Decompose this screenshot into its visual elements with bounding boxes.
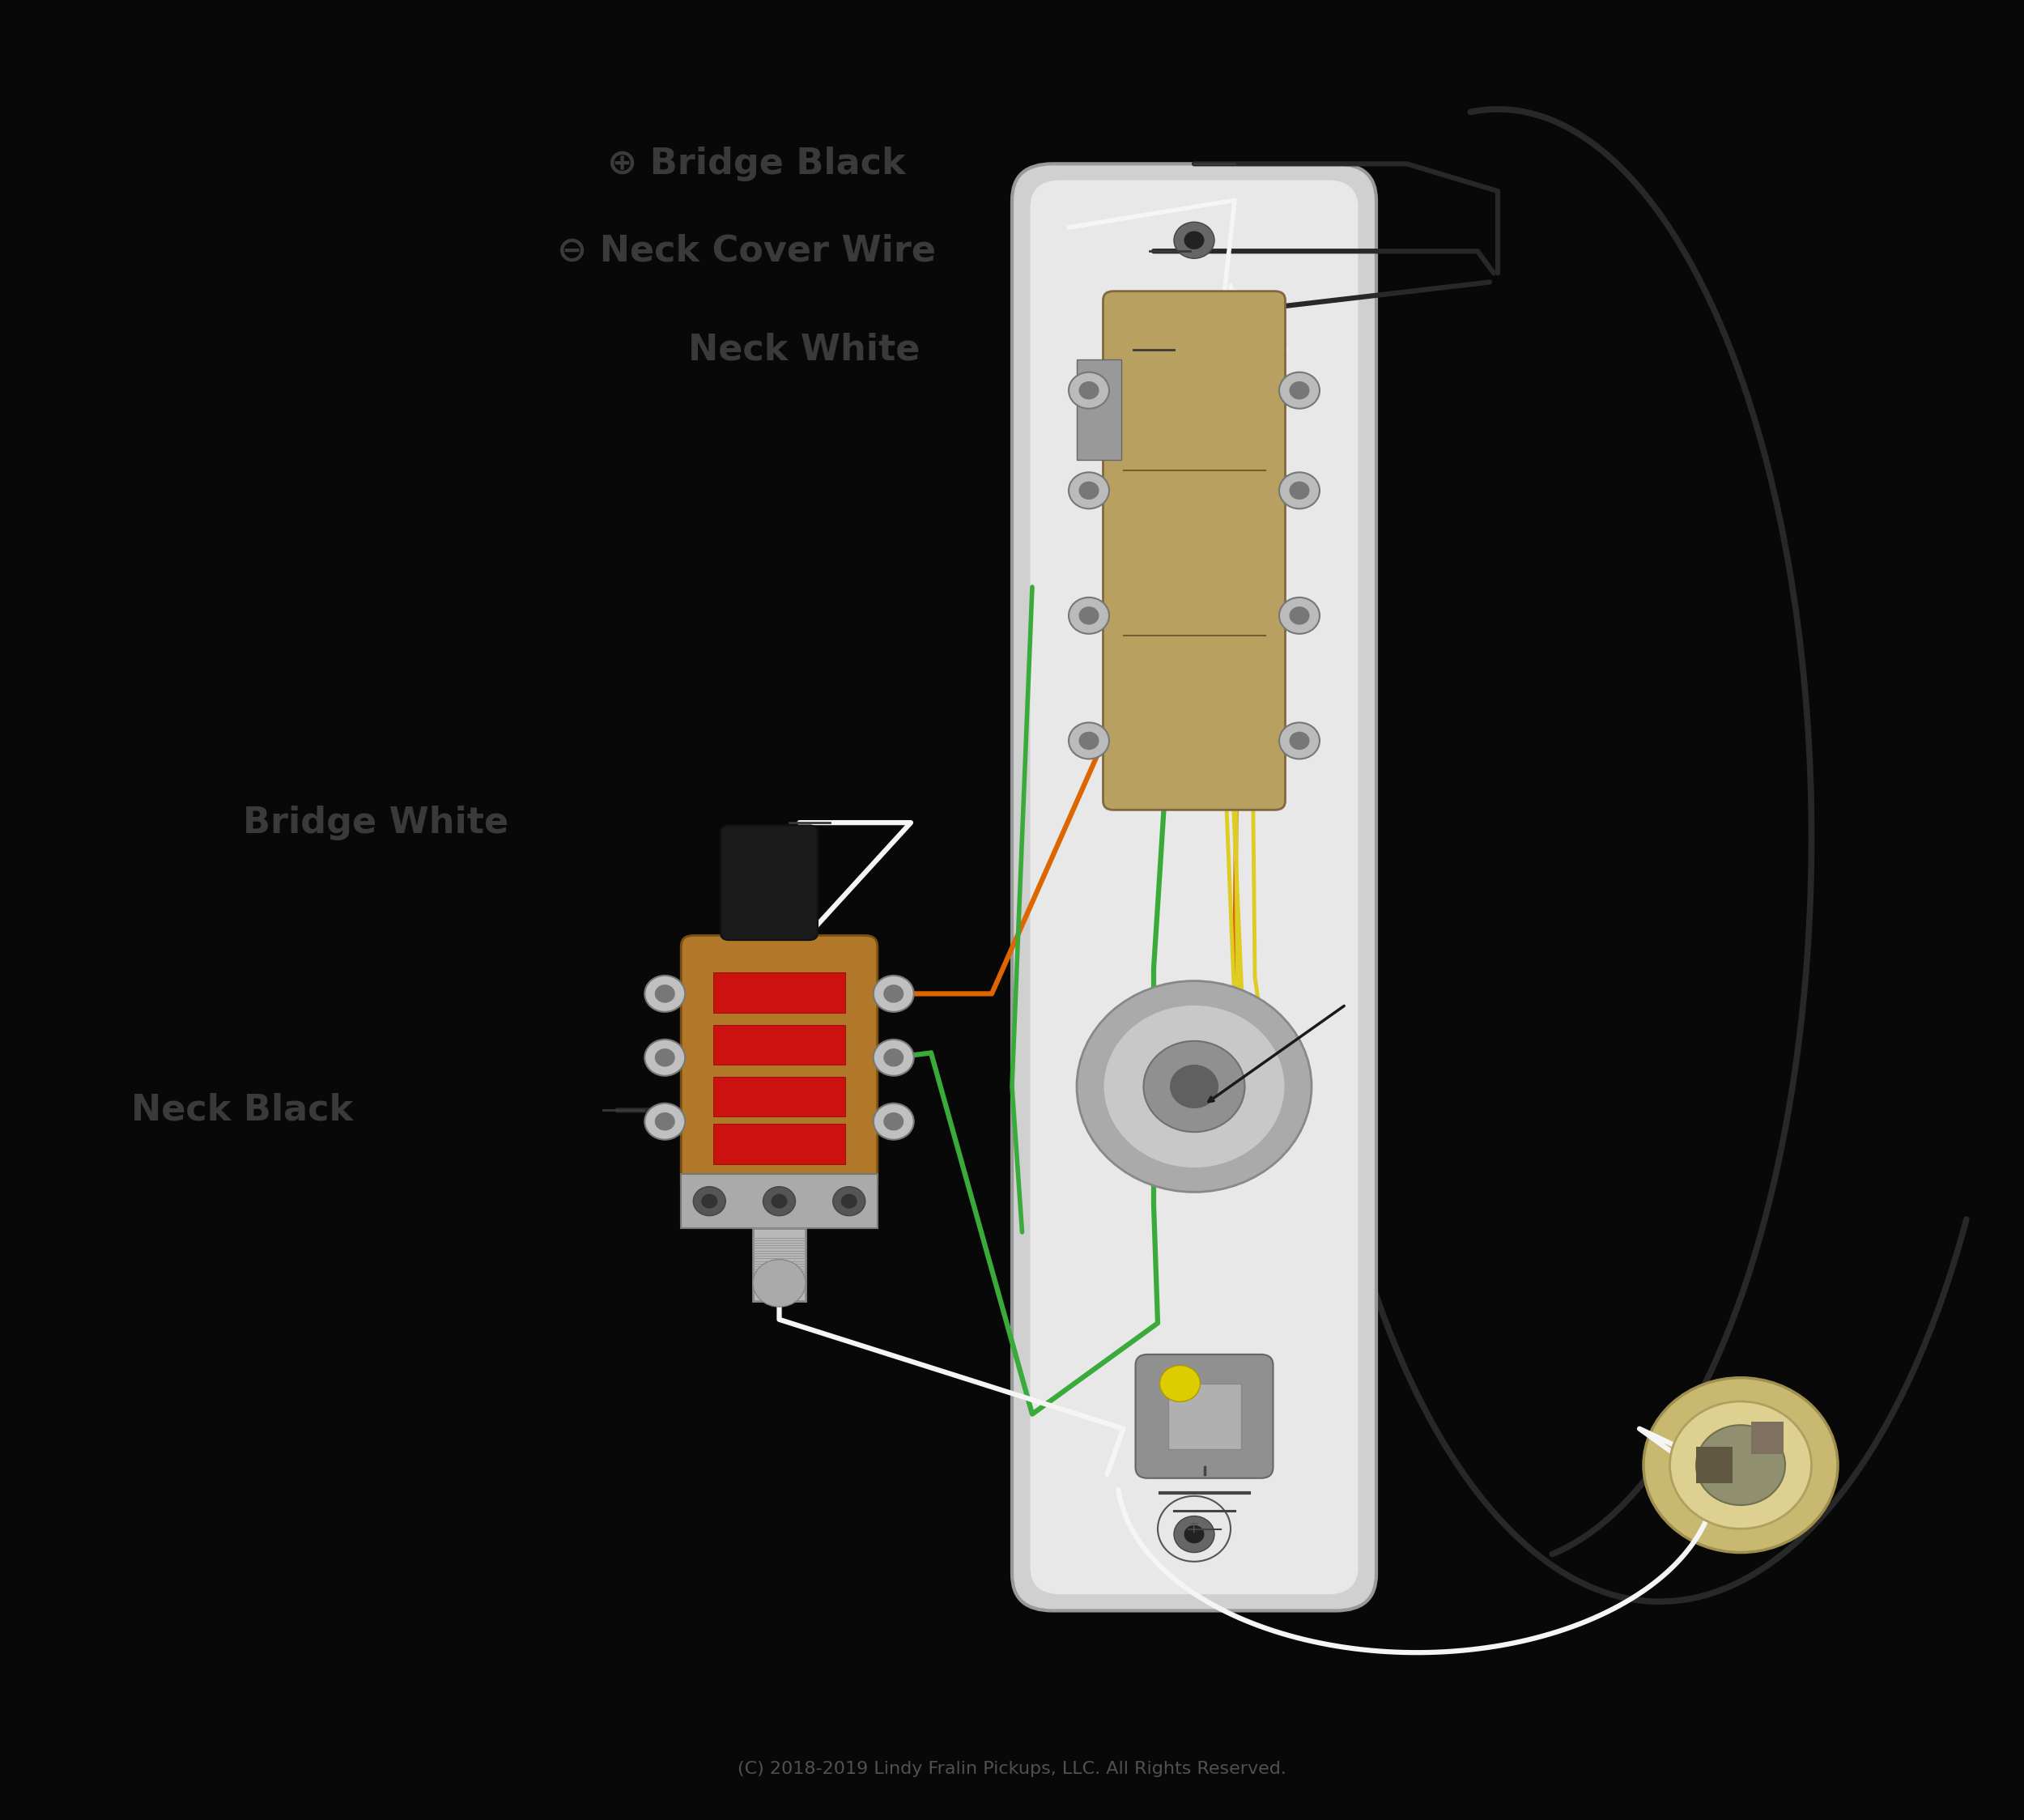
Circle shape [1103,1005,1285,1168]
Bar [753,1228,806,1301]
Text: T: T [1190,1523,1198,1534]
FancyBboxPatch shape [1030,180,1358,1594]
Text: ⊖ Neck Cover Wire: ⊖ Neck Cover Wire [557,233,935,269]
Circle shape [882,1112,903,1130]
Bar [714,1025,846,1065]
Text: Neck Black: Neck Black [132,1092,354,1128]
Circle shape [1279,723,1320,759]
Circle shape [1289,606,1310,624]
FancyBboxPatch shape [721,826,818,941]
Circle shape [882,1048,903,1067]
Circle shape [874,1103,915,1139]
Circle shape [1079,732,1099,750]
Circle shape [1184,1525,1204,1543]
Circle shape [1279,473,1320,510]
Circle shape [1670,1401,1811,1529]
Circle shape [1279,597,1320,633]
Circle shape [656,985,676,1003]
Circle shape [1079,606,1099,624]
Circle shape [1696,1425,1785,1505]
Circle shape [1079,480,1099,501]
Circle shape [834,1187,866,1216]
Circle shape [644,1039,684,1076]
Circle shape [1160,1365,1200,1401]
Circle shape [874,976,915,1012]
Bar [714,972,846,1012]
Text: (C) 2018-2019 Lindy Fralin Pickups, LLC. All Rights Reserved.: (C) 2018-2019 Lindy Fralin Pickups, LLC.… [737,1762,1287,1776]
Circle shape [1069,373,1109,410]
Circle shape [1174,222,1214,258]
Bar [1077,359,1121,459]
Text: Bridge White: Bridge White [243,804,508,841]
Circle shape [1069,597,1109,633]
Text: Neck White: Neck White [688,331,921,368]
Circle shape [771,1194,787,1208]
Bar [714,1077,846,1117]
Circle shape [1069,473,1109,510]
Circle shape [1144,1041,1245,1132]
Bar [1751,1421,1783,1454]
Circle shape [874,1039,915,1076]
Circle shape [656,1048,676,1067]
Circle shape [763,1187,795,1216]
Circle shape [1174,1516,1214,1552]
Circle shape [753,1259,806,1307]
Circle shape [1079,382,1099,400]
Circle shape [644,1103,684,1139]
Circle shape [882,985,903,1003]
Bar [1696,1447,1733,1483]
Bar [714,1125,846,1165]
Circle shape [1279,373,1320,410]
Circle shape [1289,480,1310,501]
Circle shape [1289,382,1310,400]
FancyBboxPatch shape [680,935,878,1194]
Circle shape [1184,231,1204,249]
Circle shape [842,1194,858,1208]
FancyBboxPatch shape [1135,1354,1273,1478]
FancyBboxPatch shape [1012,164,1376,1611]
Circle shape [1643,1378,1838,1552]
Bar [680,1174,878,1228]
Bar [1168,1383,1241,1449]
Text: ⊕ Bridge Black: ⊕ Bridge Black [607,146,905,182]
Circle shape [644,976,684,1012]
Circle shape [1069,723,1109,759]
Circle shape [1170,1065,1218,1108]
Circle shape [1289,732,1310,750]
Circle shape [694,1187,727,1216]
FancyBboxPatch shape [1103,291,1285,810]
Circle shape [702,1194,719,1208]
Circle shape [656,1112,676,1130]
Circle shape [1077,981,1312,1192]
